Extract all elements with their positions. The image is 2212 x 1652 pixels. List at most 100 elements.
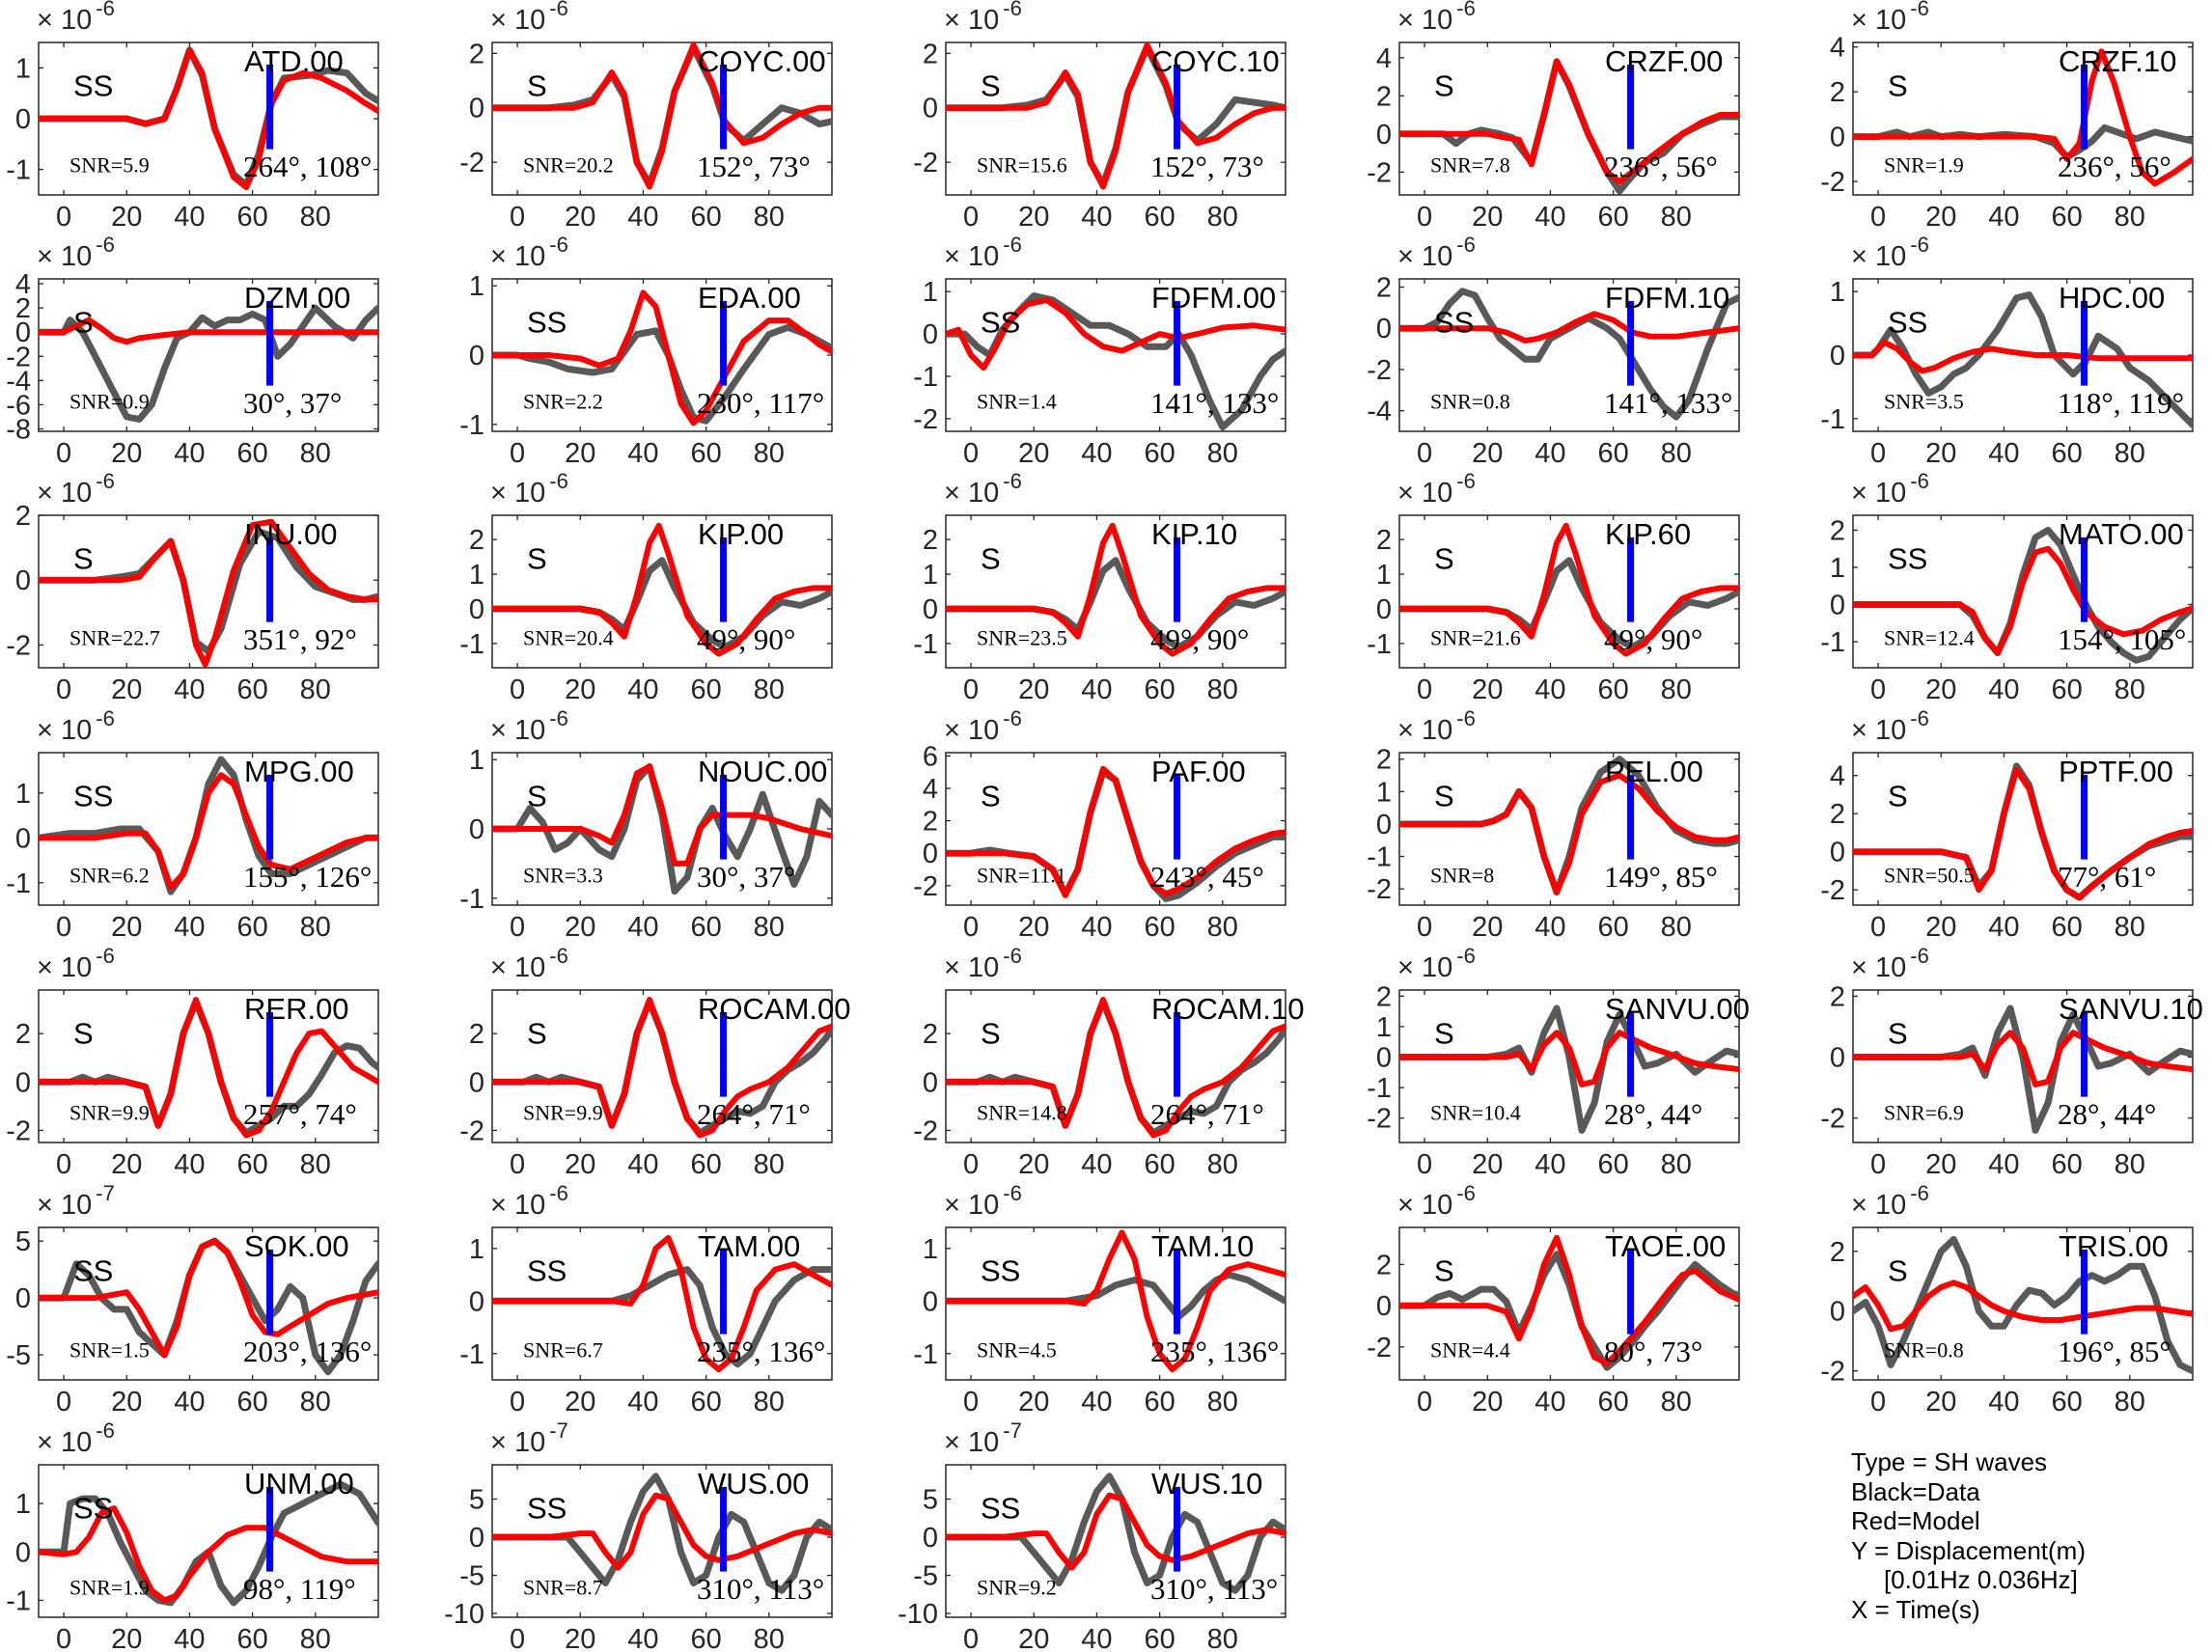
phase-label: S	[981, 1016, 1001, 1050]
y-tick-label: -5	[6, 1340, 31, 1371]
x-tick-label: 80	[754, 912, 785, 943]
x-tick-label: 80	[1661, 202, 1692, 233]
model-trace	[1399, 772, 1739, 895]
azimuth-label: 152°, 73°	[697, 150, 811, 183]
y-tick-label: 6	[923, 741, 938, 772]
x-tick-label: 40	[1988, 1387, 2019, 1418]
station-label: RER.00	[244, 992, 349, 1026]
model-trace	[492, 763, 832, 867]
data-trace	[39, 1480, 378, 1607]
station-label: WUS.10	[1151, 1467, 1262, 1501]
x-tick-label: 40	[1988, 1149, 2019, 1180]
y-tick-label: 0	[1830, 123, 1845, 153]
y-tick-label: 0	[923, 94, 938, 124]
x-tick-label: 0	[1870, 675, 1886, 705]
x-tick-label: 80	[300, 1149, 331, 1180]
model-trace	[39, 46, 378, 191]
phase-label: SS	[981, 305, 1020, 339]
x-tick-label: 60	[690, 438, 721, 469]
y-tick-label: -2	[459, 148, 484, 179]
snr-label: SNR=9.9	[523, 1100, 603, 1124]
phase-label: S	[73, 1016, 94, 1050]
y-exponent: × 10 -6	[37, 944, 115, 983]
x-tick-label: 80	[1661, 1149, 1692, 1180]
x-tick-label: 20	[1472, 1387, 1503, 1418]
x-tick-label: 0	[1417, 438, 1432, 469]
y-tick-label: -2	[6, 1115, 31, 1146]
x-tick-label: 80	[300, 202, 331, 233]
x-tick-label: 20	[1018, 202, 1049, 233]
phase-label: S	[527, 779, 547, 812]
y-tick-label: -2	[1367, 1333, 1392, 1363]
y-tick-label: 0	[15, 317, 31, 348]
y-tick-label: 0	[469, 1067, 484, 1098]
x-tick-label: 0	[1870, 202, 1886, 233]
station-label: HDC.00	[2059, 281, 2165, 315]
x-tick-label: 0	[1417, 202, 1432, 233]
y-exponent: × 10 -6	[490, 706, 568, 746]
azimuth-label: 152°, 73°	[1150, 150, 1264, 183]
x-tick-label: 40	[1988, 438, 2019, 469]
model-trace	[1399, 58, 1739, 185]
model-trace	[1853, 48, 2193, 187]
x-tick-label: 80	[1207, 675, 1238, 705]
snr-label: SNR=10.4	[1430, 1100, 1521, 1124]
y-exponent: × 10 -6	[1851, 0, 1929, 36]
y-tick-label: 0	[1376, 120, 1392, 151]
x-tick-label: 60	[1597, 202, 1628, 233]
x-tick-label: 80	[1661, 675, 1692, 705]
x-tick-label: 80	[754, 1624, 785, 1652]
y-exponent: × 10 -6	[944, 469, 1022, 509]
x-tick-label: 80	[2115, 912, 2145, 943]
x-tick-label: 20	[1018, 912, 1049, 943]
x-tick-label: 80	[1207, 1149, 1238, 1180]
panel-NOUC.00: 0 20 40 60 80 -1 0 1× 10 -6 S NOUC.00 SNR=3.3 30°, 3…	[459, 706, 833, 943]
x-tick-label: 40	[627, 1387, 658, 1418]
y-tick-label: 5	[15, 1226, 31, 1257]
x-tick-label: 0	[510, 912, 525, 943]
y-tick-label: -2	[1820, 1104, 1845, 1135]
x-tick-label: 0	[510, 438, 525, 469]
x-tick-label: 40	[1081, 202, 1112, 233]
station-label: SANVU.00	[1605, 992, 1750, 1026]
y-tick-label: -2	[1367, 874, 1392, 905]
y-tick-label: -1	[459, 884, 484, 915]
phase-label: S	[981, 541, 1001, 575]
azimuth-label: 155°, 126°	[243, 860, 372, 894]
y-tick-label: 1	[469, 560, 484, 591]
y-tick-label: -1	[913, 629, 938, 660]
y-exponent: × 10 -7	[490, 1418, 568, 1458]
station-label: UNM.00	[244, 1467, 354, 1501]
snr-label: SNR=50.5	[1884, 863, 1975, 887]
station-label: TAM.00	[698, 1229, 800, 1263]
y-tick-label: 0	[923, 594, 938, 625]
x-tick-label: 60	[236, 1149, 267, 1180]
station-label: ROCAM.00	[698, 992, 850, 1026]
y-tick-label: 0	[923, 319, 938, 350]
x-tick-label: 0	[963, 202, 979, 233]
y-tick-label: 2	[15, 293, 31, 324]
azimuth-label: 235°, 136°	[697, 1335, 825, 1368]
x-tick-label: 20	[1018, 675, 1049, 705]
data-trace	[1853, 1235, 2193, 1375]
y-tick-label: -2	[6, 630, 31, 661]
station-label: MPG.00	[244, 755, 354, 788]
y-tick-label: 0	[15, 565, 31, 596]
y-exponent: × 10 -6	[944, 1181, 1022, 1221]
y-exponent: × 10 -6	[944, 233, 1022, 272]
y-tick-label: 2	[15, 1019, 31, 1050]
azimuth-label: 310°, 113°	[1150, 1572, 1278, 1606]
y-tick-label: -2	[459, 1115, 484, 1146]
phase-label: SS	[527, 1491, 567, 1525]
y-exponent: × 10 -6	[944, 944, 1022, 983]
y-tick-label: -10	[898, 1599, 938, 1630]
x-tick-label: 60	[1144, 675, 1175, 705]
y-tick-label: 2	[1830, 981, 1845, 1012]
y-tick-label: 2	[469, 1019, 484, 1050]
x-tick-label: 20	[1018, 1624, 1049, 1652]
x-tick-label: 20	[1472, 202, 1503, 233]
x-tick-label: 20	[1925, 1149, 1956, 1180]
